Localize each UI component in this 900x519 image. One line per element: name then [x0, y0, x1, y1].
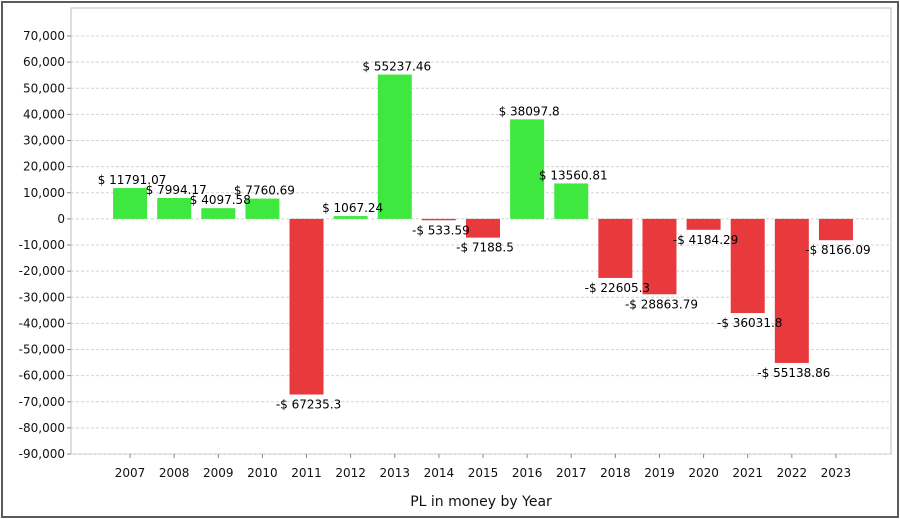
data-label-2020: -$ 4184.29	[673, 233, 738, 247]
bar-2014	[421, 218, 456, 221]
bar-2016	[510, 119, 545, 219]
x-tick-label-2007: 2007	[115, 466, 146, 480]
bar-2011	[289, 218, 324, 395]
bar-2012	[333, 216, 368, 219]
bar-2015	[466, 218, 500, 238]
data-label-2014: -$ 533.59	[412, 223, 470, 237]
y-tick-label: 20,000	[23, 160, 65, 174]
bar-2019	[642, 218, 677, 295]
y-tick-label: -50,000	[19, 343, 65, 357]
data-label-2008: $ 7994.17	[146, 183, 207, 197]
data-labels: $ 11791.07$ 7994.17$ 4097.58$ 7760.69 -$ …	[98, 60, 871, 412]
y-tick-label: -40,000	[19, 316, 65, 330]
bar-2021	[730, 218, 765, 314]
bars	[113, 74, 853, 395]
x-axis: 2007 2008 2009 2010 2011 2012 2013 2014 2015 2016…	[115, 454, 851, 480]
data-label-2022: -$ 55138.86	[757, 366, 830, 380]
data-label-2009: $ 4097.58	[190, 193, 251, 207]
bar-chart: 70,000 60,000 50,000 40,000 30,000 20,000 10,0…	[19, 7, 892, 510]
y-axis: 70,000 60,000 50,000 40,000 30,000 20,000 10,0…	[19, 29, 71, 461]
y-tick-label: -90,000	[19, 447, 65, 461]
x-tick-label-2022: 2022	[777, 466, 808, 480]
bar-2007	[113, 188, 148, 219]
x-tick-label-2008: 2008	[159, 466, 190, 480]
y-tick-label: 30,000	[23, 134, 65, 148]
data-label-2021: -$ 36031.8	[717, 316, 782, 330]
x-tick-label-2021: 2021	[732, 466, 763, 480]
y-tick-label: 70,000	[23, 29, 65, 43]
bar-2009	[201, 208, 236, 219]
data-label-2015: -$ 7188.5	[456, 241, 514, 255]
x-tick-label-2013: 2013	[379, 466, 410, 480]
data-label-2023: -$ 8166.09	[805, 243, 870, 257]
y-tick-label: -80,000	[19, 421, 65, 435]
bar-2013	[377, 74, 412, 219]
x-tick-label-2015: 2015	[468, 466, 499, 480]
gridlines	[71, 35, 891, 455]
y-tick-label: -60,000	[19, 369, 65, 383]
data-label-2019: -$ 28863.79	[625, 297, 698, 311]
bar-2008	[157, 197, 192, 219]
bar-2010	[245, 198, 280, 219]
x-tick-label-2014: 2014	[424, 466, 455, 480]
y-tick-label: 0	[57, 212, 65, 226]
y-tick-label: 60,000	[23, 55, 65, 69]
bar-2018	[598, 218, 633, 278]
x-tick-label-2009: 2009	[203, 466, 234, 480]
x-tick-label-2011: 2011	[291, 466, 322, 480]
x-tick-label-2017: 2017	[556, 466, 587, 480]
bar-2020	[686, 218, 721, 230]
x-tick-label-2010: 2010	[247, 466, 278, 480]
data-label-2012: $ 1067.24	[322, 201, 383, 215]
x-tick-label-2016: 2016	[512, 466, 543, 480]
data-label-2016: $ 38097.8	[499, 104, 560, 118]
bar-2017	[554, 183, 589, 219]
data-label-2010: $ 7760.69	[234, 184, 295, 198]
y-tick-label: -10,000	[19, 238, 65, 252]
x-tick-label-2019: 2019	[644, 466, 675, 480]
y-tick-label: 40,000	[23, 107, 65, 121]
data-label-2018: -$ 22605.3	[585, 281, 650, 295]
bar-2023	[818, 218, 853, 241]
data-label-2011: -$ 67235.3	[276, 398, 341, 412]
bar-2022	[774, 218, 809, 363]
data-label-2007: $ 11791.07	[98, 173, 167, 187]
x-tick-label-2020: 2020	[688, 466, 719, 480]
x-tick-label-2018: 2018	[600, 466, 631, 480]
y-tick-label: 10,000	[23, 186, 65, 200]
x-tick-label-2012: 2012	[335, 466, 366, 480]
data-label-2013: $ 55237.46	[362, 60, 431, 74]
y-tick-label: 50,000	[23, 81, 65, 95]
y-tick-label: -20,000	[19, 264, 65, 278]
data-label-2017: $ 13560.81	[539, 168, 608, 182]
y-tick-label: -30,000	[19, 290, 65, 304]
x-axis-title: PL in money by Year	[410, 494, 552, 510]
x-tick-label-2023: 2023	[821, 466, 852, 480]
y-tick-label: -70,000	[19, 395, 65, 409]
